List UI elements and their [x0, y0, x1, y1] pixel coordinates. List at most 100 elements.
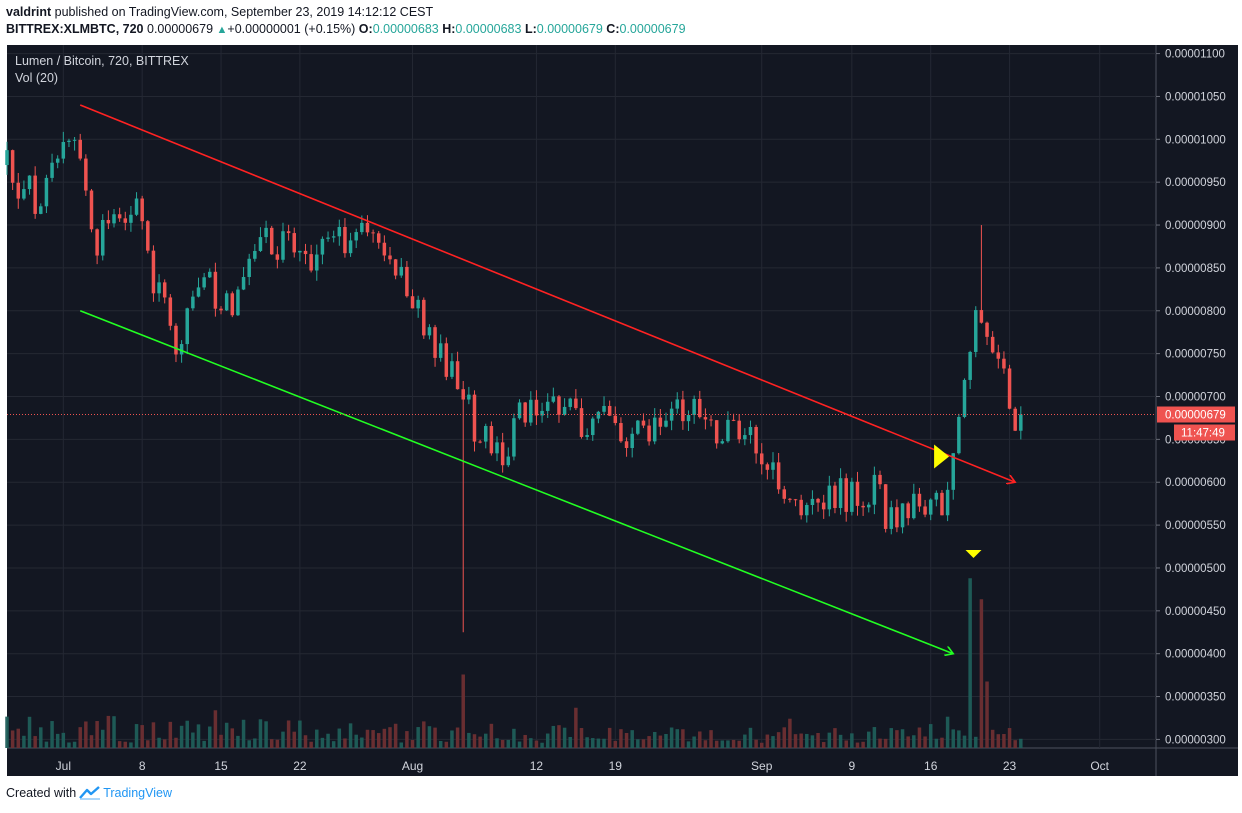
candle: [506, 447, 511, 468]
volume-bar: [230, 728, 235, 748]
volume-bar: [495, 738, 499, 748]
candle: [162, 279, 167, 304]
candle-body: [213, 271, 218, 309]
candle-body: [669, 408, 674, 421]
candle-body: [765, 464, 770, 470]
close-label: C:: [606, 22, 620, 36]
author-name[interactable]: valdrint: [6, 5, 52, 19]
candle: [72, 136, 77, 151]
volume-bar: [675, 729, 679, 748]
candle: [652, 408, 657, 445]
volume-bar: [433, 727, 437, 748]
volume-bar: [315, 729, 319, 748]
candle: [185, 307, 189, 355]
y-tick-label: 0.00000300: [1165, 734, 1226, 746]
low-value: 0.00000679: [536, 22, 603, 36]
candle: [140, 195, 144, 230]
x-tick-label: Sep: [751, 759, 773, 773]
volume-bar: [850, 733, 854, 748]
volume-bar: [731, 739, 736, 748]
candle-body: [472, 394, 477, 442]
candle: [743, 428, 747, 446]
volume-bar: [95, 721, 99, 748]
candle-body: [529, 399, 533, 423]
volume-bar: [838, 734, 843, 748]
candle-body: [906, 503, 910, 519]
candle-body: [1019, 414, 1023, 431]
candle-body: [61, 141, 66, 159]
candle: [168, 294, 173, 331]
volume-bar: [928, 724, 933, 748]
candle-body: [151, 250, 156, 294]
volume-bar: [579, 728, 584, 748]
candle-body: [917, 493, 922, 507]
last-price: 0.00000679: [147, 22, 214, 36]
volume-bar: [990, 729, 995, 748]
candle: [275, 246, 280, 269]
volume-bar: [354, 734, 358, 748]
candle-body: [624, 441, 629, 448]
candle-body: [427, 327, 432, 336]
candle-body: [354, 232, 358, 241]
y-tick-label: 0.00001050: [1165, 91, 1226, 103]
y-tick-label: 0.00000450: [1165, 606, 1226, 618]
candle-body: [726, 419, 730, 442]
candle-body: [10, 150, 15, 183]
candle-body: [838, 478, 843, 508]
x-tick-label: 22: [293, 759, 307, 773]
candle: [821, 494, 826, 519]
candle-body: [331, 236, 336, 238]
volume-bar: [320, 737, 325, 748]
volume-bar: [985, 681, 989, 748]
candle-body: [343, 226, 347, 254]
tradingview-logo-icon: [79, 786, 101, 800]
volume-bar: [123, 741, 128, 748]
volume-bar: [16, 728, 21, 748]
volume-bar: [27, 716, 32, 748]
candle-body: [681, 399, 685, 422]
candle: [906, 501, 910, 526]
candle: [146, 220, 150, 254]
candle: [878, 470, 882, 490]
candle: [720, 438, 725, 445]
candle: [985, 321, 989, 346]
volume-bar: [664, 733, 668, 748]
candle: [241, 267, 246, 291]
volume-bar: [303, 735, 308, 748]
volume-bar: [895, 730, 899, 748]
volume-bar: [1013, 740, 1017, 748]
candle-body: [799, 499, 803, 516]
candle: [84, 154, 88, 196]
volume-bar: [101, 729, 105, 748]
tradingview-brand[interactable]: TradingView: [103, 786, 172, 800]
candle: [365, 215, 370, 237]
volume-bar: [438, 740, 443, 748]
candle: [838, 468, 843, 515]
volume-bar: [39, 727, 43, 748]
candle-body: [709, 419, 713, 421]
candle-body: [545, 401, 550, 411]
candle-body: [236, 289, 240, 316]
high-value: 0.00000683: [455, 22, 522, 36]
volume-bar: [393, 723, 398, 748]
candle: [579, 398, 584, 439]
candle-body: [737, 420, 741, 440]
candle-body: [101, 219, 105, 256]
candle: [664, 412, 668, 428]
candle: [433, 324, 437, 367]
candle: [928, 498, 933, 521]
candle: [236, 286, 240, 316]
candle-body: [33, 175, 37, 214]
candle-body: [202, 277, 206, 288]
candle: [399, 257, 404, 278]
candle-body: [168, 297, 173, 326]
candle: [776, 452, 781, 494]
open-label: O:: [358, 22, 373, 36]
candle-body: [703, 417, 708, 420]
candle: [585, 428, 589, 440]
volume-bar: [844, 740, 848, 748]
candle: [759, 443, 764, 475]
volume-bar: [269, 739, 274, 748]
candle-body: [698, 398, 702, 418]
